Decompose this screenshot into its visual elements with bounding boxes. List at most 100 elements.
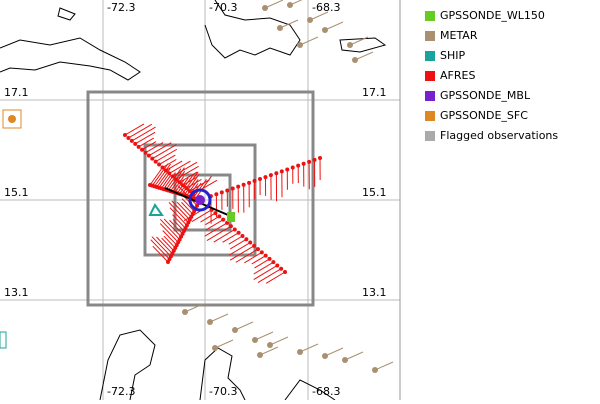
barb-dot xyxy=(242,183,246,187)
lat-label: 17.1 xyxy=(362,86,387,99)
metar-station xyxy=(232,327,238,333)
metar-station xyxy=(372,367,378,373)
barb-dot xyxy=(263,175,267,179)
metar-station xyxy=(297,349,303,355)
map: -72.3 -70.3 -68.3 -72.3 -70.3 -68.3 17.1… xyxy=(0,0,400,400)
barb-dot xyxy=(214,192,218,196)
metar-station xyxy=(277,25,283,31)
barb-dot xyxy=(217,214,221,218)
metar-station xyxy=(322,27,328,33)
legend-label: GPSSONDE_SFC xyxy=(440,109,528,122)
barb-dot xyxy=(313,158,317,162)
lat-label: 15.1 xyxy=(362,186,387,199)
lon-label: -68.3 xyxy=(312,385,340,398)
barb-dot xyxy=(225,188,229,192)
metar-station xyxy=(307,17,313,23)
legend-label: METAR xyxy=(440,29,478,42)
barb-dot xyxy=(248,241,252,245)
metar-station xyxy=(342,357,348,363)
barb-dot xyxy=(279,267,283,271)
barb-dot xyxy=(244,237,248,241)
barb-dot xyxy=(229,224,233,228)
barb-dot xyxy=(296,164,300,168)
barb-dot xyxy=(258,177,262,181)
legend-swatch xyxy=(425,111,435,121)
wl150-marker xyxy=(227,212,235,222)
barb-dot xyxy=(256,247,260,251)
metar-station xyxy=(262,5,268,11)
lat-label: 17.1 xyxy=(4,86,29,99)
barb-dot xyxy=(280,169,284,173)
barb-dot xyxy=(154,160,158,164)
barb-dot xyxy=(140,148,144,152)
lat-label: 13.1 xyxy=(362,286,387,299)
legend-swatch xyxy=(425,91,435,101)
barb-dot xyxy=(143,151,147,155)
barb-dot xyxy=(237,231,241,235)
legend-label: GPSSONDE_WL150 xyxy=(440,9,545,22)
legend-label: AFRES xyxy=(440,69,475,82)
barb-dot xyxy=(283,270,287,274)
lon-label: -68.3 xyxy=(312,1,340,14)
barb-dot xyxy=(291,166,295,170)
barb-dot xyxy=(147,154,151,158)
barb-dot xyxy=(252,244,256,248)
legend-swatch xyxy=(425,131,435,141)
metar-station xyxy=(257,352,263,358)
sfc-dot xyxy=(8,115,16,123)
barb-dot xyxy=(268,257,272,261)
lat-label: 13.1 xyxy=(4,286,29,299)
storm-eye xyxy=(195,195,205,205)
metar-station xyxy=(287,2,293,8)
metar-station xyxy=(297,42,303,48)
barb-dot xyxy=(253,179,257,183)
lon-label: -72.3 xyxy=(107,385,135,398)
barb-dot xyxy=(123,133,127,137)
barb-dot xyxy=(137,145,141,149)
metar-station xyxy=(352,57,358,63)
barb-dot xyxy=(236,185,240,189)
legend-swatch xyxy=(425,71,435,81)
lon-label: -72.3 xyxy=(107,1,135,14)
metar-station xyxy=(212,345,218,351)
barb-dot xyxy=(275,263,279,267)
barb-dot xyxy=(285,167,289,171)
metar-station xyxy=(207,319,213,325)
barb-dot xyxy=(247,181,251,185)
metar-station xyxy=(182,309,188,315)
lon-label: -70.3 xyxy=(209,1,237,14)
metar-station xyxy=(347,42,353,48)
barb-dot xyxy=(213,211,217,215)
metar-station xyxy=(267,342,273,348)
barb-dot xyxy=(157,163,161,167)
barb-dot xyxy=(130,139,134,143)
legend-swatch xyxy=(425,31,435,41)
legend-swatch xyxy=(425,11,435,21)
barb-dot xyxy=(241,234,245,238)
metar-station xyxy=(252,337,258,343)
barb-dot xyxy=(269,173,273,177)
barb-dot xyxy=(231,187,235,191)
legend-swatch xyxy=(425,51,435,61)
barb-dot xyxy=(302,162,306,166)
barb-dot xyxy=(220,190,224,194)
legend-label: GPSSONDE_MBL xyxy=(440,89,531,102)
barb-dot xyxy=(318,156,322,160)
metar-station xyxy=(322,353,328,359)
barb-dot xyxy=(221,218,225,222)
barb-dot xyxy=(264,254,268,258)
barb-dot xyxy=(233,227,237,231)
barb-dot xyxy=(307,160,311,164)
legend-label: Flagged observations xyxy=(440,129,558,142)
barb-dot xyxy=(274,171,278,175)
screen: -72.3 -70.3 -68.3 -72.3 -70.3 -68.3 17.1… xyxy=(0,0,600,400)
legend-label: SHIP xyxy=(440,49,465,62)
barb-dot xyxy=(126,136,130,140)
barb-dot xyxy=(271,260,275,264)
lon-label: -70.3 xyxy=(209,385,237,398)
legend: GPSSONDE_WL150 METAR SHIP AFRES GPSSONDE_MBL… xyxy=(425,9,558,142)
barb-dot xyxy=(260,250,264,254)
lat-label: 15.1 xyxy=(4,186,29,199)
barb-dot xyxy=(133,142,137,146)
barb-dot xyxy=(166,260,170,264)
